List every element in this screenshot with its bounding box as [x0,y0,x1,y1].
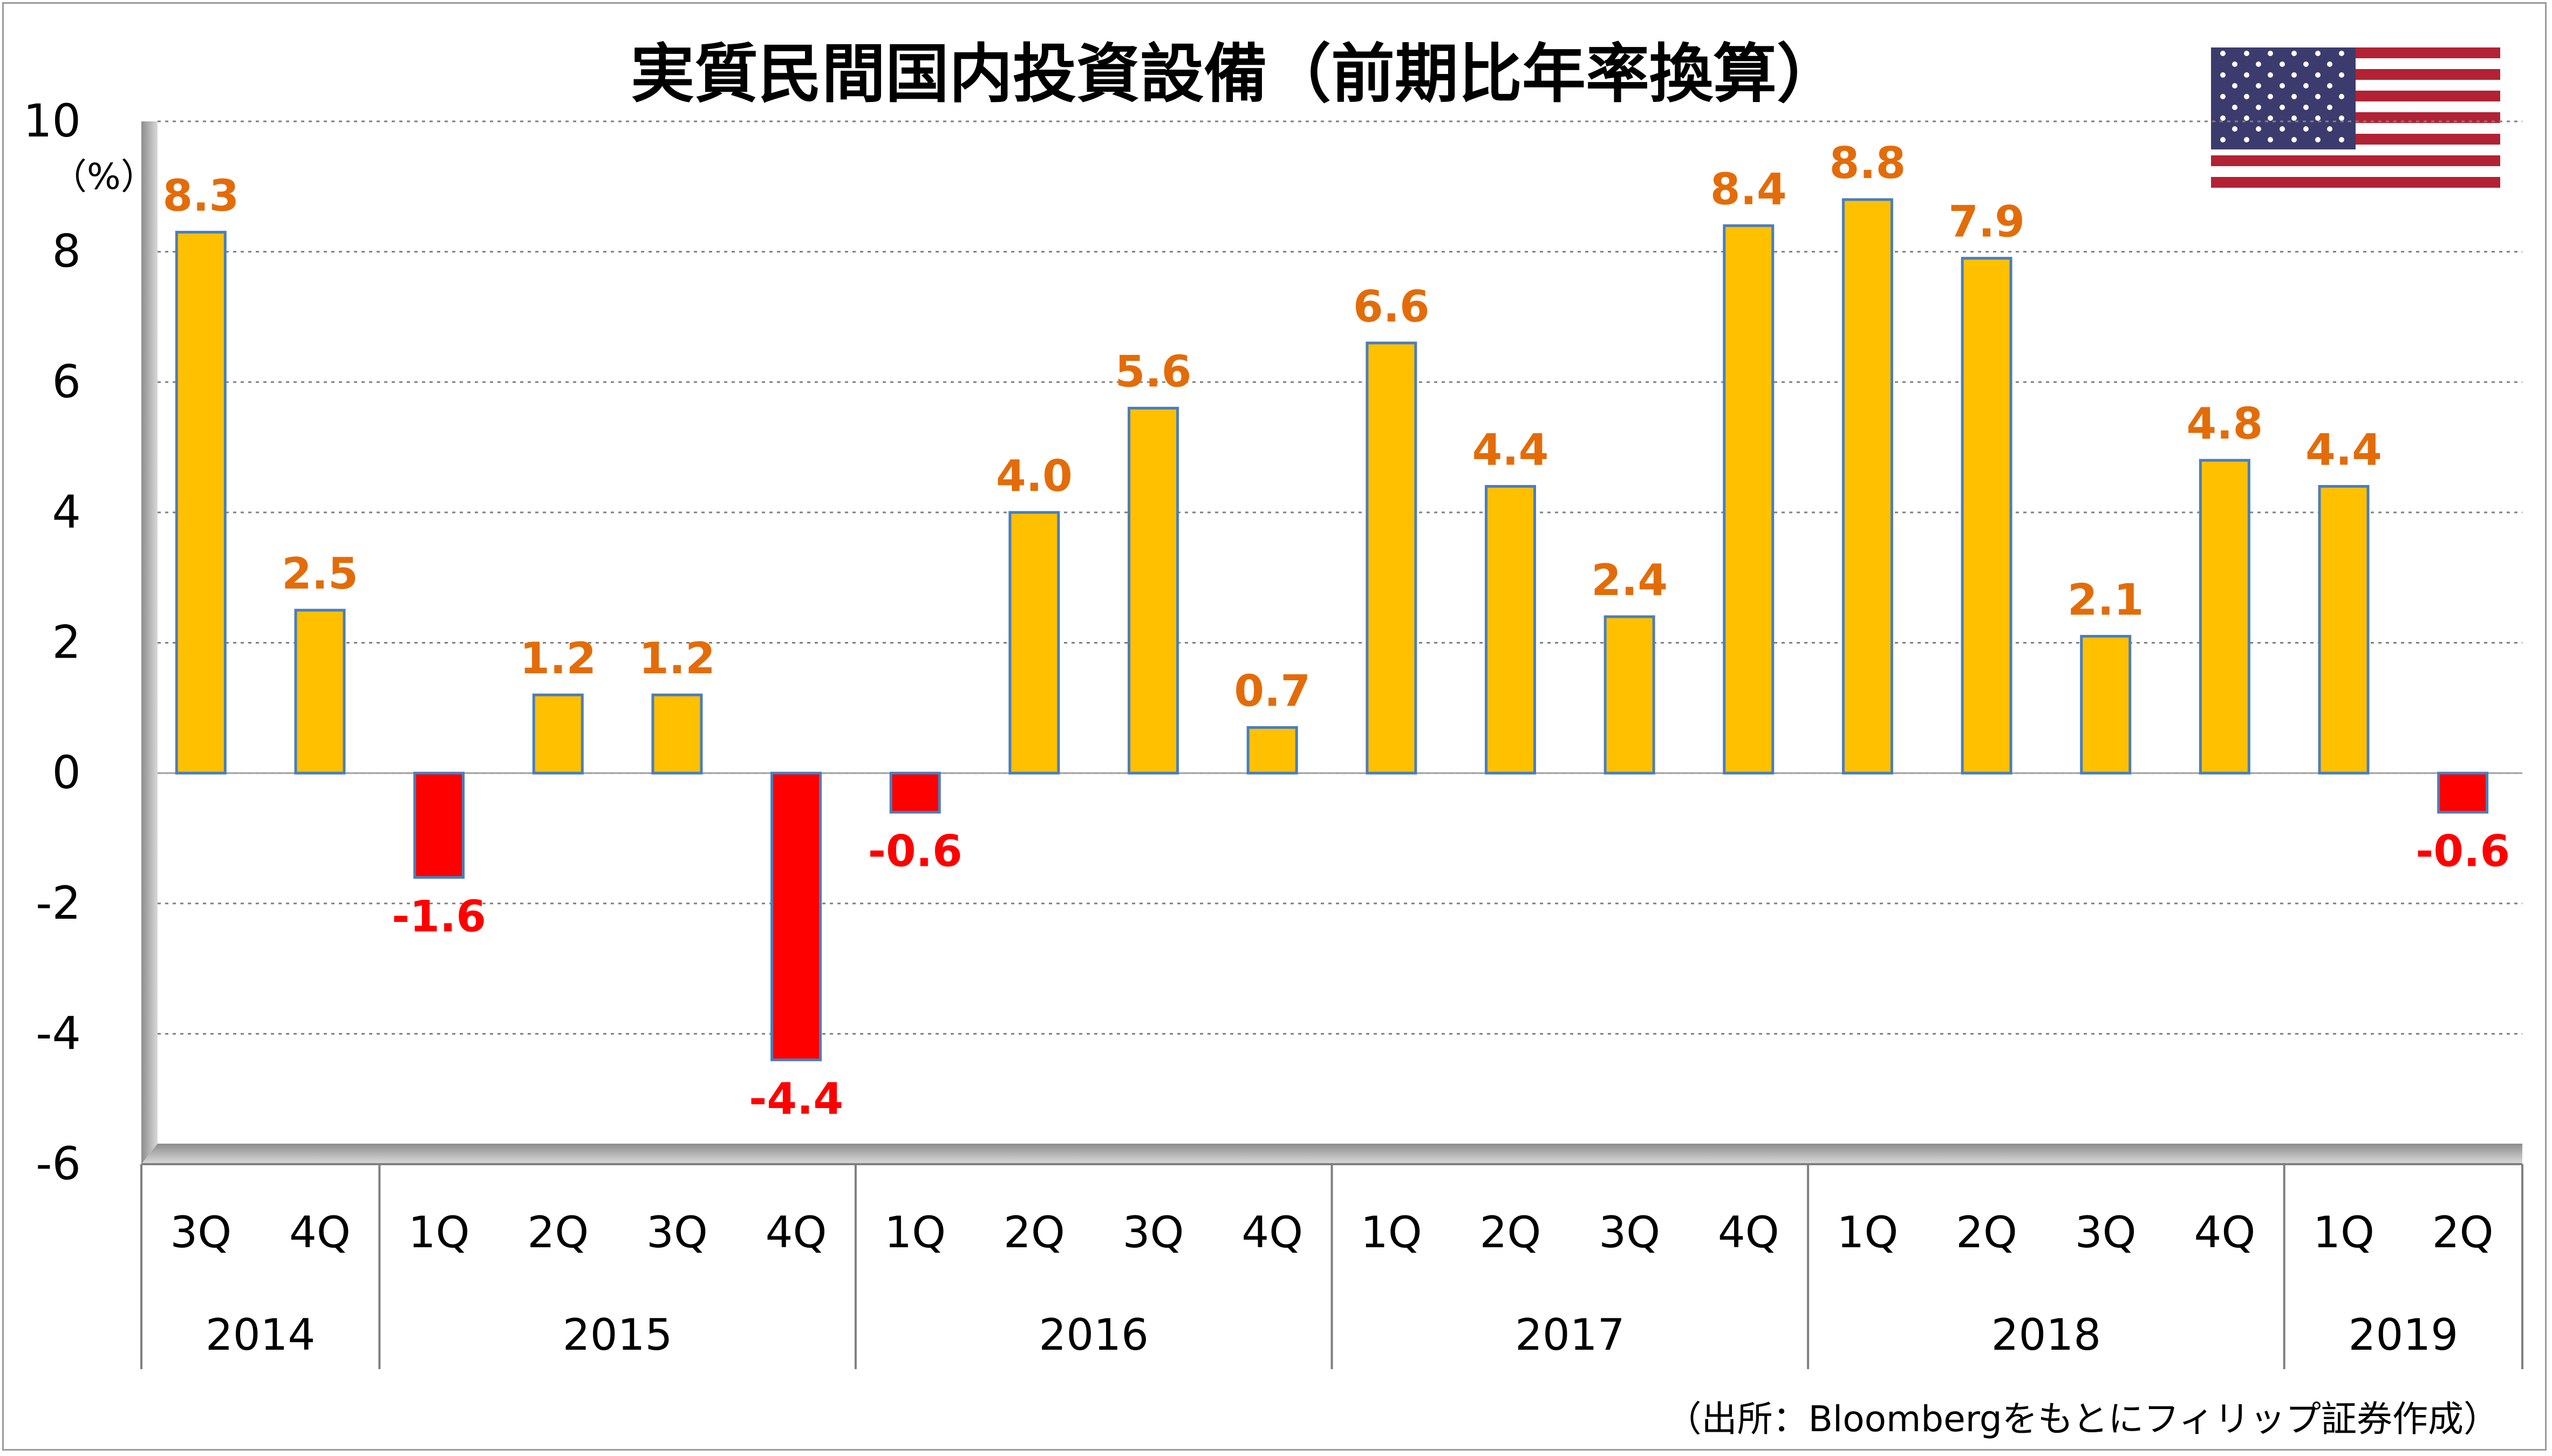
y-unit-label: （%） [51,156,156,197]
x-tick-label: 3Q [2075,1207,2137,1257]
bar [1603,615,1655,775]
y-tick-label: 10 [23,94,81,147]
bars [175,198,2489,1062]
data-label: 4.8 [2187,399,2263,449]
y-tick-label: -6 [36,1137,81,1190]
x-tick-label: 3Q [170,1207,231,1257]
x-tick-label: 4Q [1718,1207,1779,1257]
data-label: 7.9 [1948,197,2025,247]
bar [532,693,584,775]
data-label: 0.7 [1234,666,1311,716]
bar [1246,726,1298,775]
x-tick-label: 4Q [2194,1207,2255,1257]
x-tick-label: 2Q [1004,1207,1065,1257]
data-label: 4.4 [1472,425,1549,475]
data-label: -4.4 [749,1074,843,1124]
bar [2318,485,2370,775]
y-tick-label: -4 [36,1007,81,1059]
bar [1128,407,1179,775]
x-tick-label: 1Q [408,1207,470,1257]
x-year-label: 2016 [1039,1310,1149,1360]
x-year-label: 2019 [2349,1310,2459,1360]
x-tick-label: 1Q [2313,1207,2374,1257]
x-tick-label: 3Q [1599,1207,1660,1257]
bar [770,771,822,1062]
bar [889,771,941,814]
x-tick-label: 2Q [2432,1207,2494,1257]
bar [651,693,703,775]
x-year-label: 2014 [206,1310,316,1360]
data-label: -0.6 [2415,826,2510,877]
data-label: 5.6 [1115,347,1192,397]
x-tick-label: 2Q [1480,1207,1541,1257]
data-label: 2.1 [2067,575,2144,625]
x-tick-label: 2Q [527,1207,589,1257]
x-tick-label: 1Q [884,1207,946,1257]
x-tick-label: 1Q [1837,1207,1898,1257]
y-tick-label: 4 [52,486,81,538]
data-label: 1.2 [520,633,596,683]
data-label: 2.5 [282,549,358,599]
bar [1484,485,1536,775]
bar [1366,341,1417,775]
plot-floor [141,1144,2522,1164]
us-flag-icon [2211,47,2500,188]
data-label: 4.4 [2305,425,2382,475]
x-tick-label: 1Q [1361,1207,1422,1257]
data-label: -0.6 [868,826,963,877]
data-label: 6.6 [1353,282,1430,332]
x-year-label: 2018 [1991,1310,2101,1360]
y-tick-label: 2 [52,616,81,669]
bar [2199,459,2250,775]
bar [2437,771,2489,814]
plot-side-wall [141,121,158,1164]
bar [1008,511,1060,775]
bar [1961,257,2012,775]
data-labels: 8.3 2.5 -1.6 1.2 1.2 -4.4 -0.6 4.0 5.6 0.7 6.6 4.4 2… [162,138,2510,1124]
bar [1723,224,1775,775]
data-label: 4.0 [996,451,1073,501]
data-label: 1.2 [639,633,715,683]
x-year-label: 2015 [563,1310,673,1360]
y-tick-label: -2 [36,877,81,929]
gridlines [158,120,2522,1165]
y-tick-label: 0 [52,746,81,799]
data-label: 2.4 [1591,555,1668,605]
bar [1841,198,1893,775]
bar [294,609,346,775]
x-tick-label: 3Q [646,1207,708,1257]
x-year-label: 2017 [1515,1310,1625,1360]
x-tick-label: 3Q [1123,1207,1184,1257]
y-axis-ticks: 10 8 6 4 2 0 -2 -4 -6 [23,94,81,1190]
source-note: （出所：Bloombergをもとにフィリップ証券作成） [1666,1398,2499,1440]
chart-title: 実質民間国内投資設備（前期比年率換算） [631,37,1840,111]
data-label: -1.6 [392,891,486,941]
x-axis: 3Q 4Q 1Q 2Q 3Q 4Q 1Q 2Q 3Q 4Q 1Q 2Q 3Q 4Q 1Q 2Q 3Q 4Q 1Q 2Q… [140,1163,2523,1369]
data-label: 8.4 [1710,164,1787,214]
bar [413,771,465,879]
data-label: 8.3 [162,170,239,221]
x-tick-label: 4Q [1241,1207,1303,1257]
y-tick-label: 8 [52,225,81,278]
x-tick-label: 4Q [289,1207,351,1257]
data-label: 8.8 [1830,138,1906,188]
bar [175,230,227,775]
x-tick-label: 2Q [1956,1207,2017,1257]
y-tick-label: 6 [52,355,81,408]
x-tick-label: 4Q [766,1207,827,1257]
bar [2080,634,2132,775]
